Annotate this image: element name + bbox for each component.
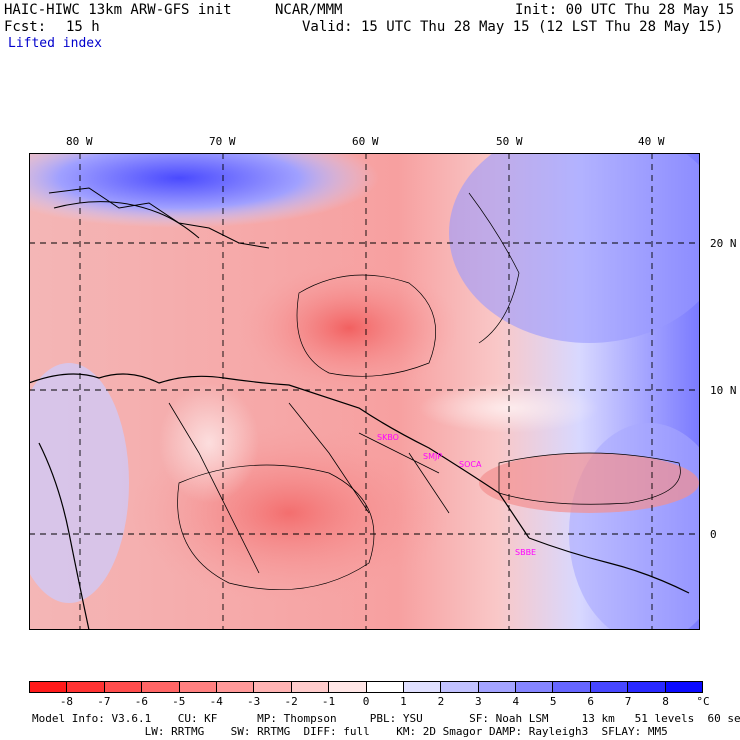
colorbar-swatch xyxy=(328,682,366,692)
colorbar-tick-label: 1 xyxy=(400,695,407,708)
neutral-region-andes xyxy=(159,383,259,503)
colorbar-tick-label: 7 xyxy=(624,695,632,708)
coastline-south-america-north xyxy=(29,373,530,539)
colorbar-swatch xyxy=(103,682,142,692)
colorbar-swatch xyxy=(365,682,403,692)
valid-time: Valid: 15 UTC Thu 28 May 15 (12 LST Thu … xyxy=(302,19,724,35)
lat-label-10n: 10 N xyxy=(710,384,737,397)
coastline-south-america-west xyxy=(38,442,90,630)
init-time: Init: 00 UTC Thu 28 May 15 xyxy=(515,2,735,18)
colorbar-tick-label: 0 xyxy=(362,695,370,708)
stable-region-north xyxy=(29,153,379,228)
contour-minus2-amazon xyxy=(177,464,375,590)
colorbar-tick-label: -5 xyxy=(172,695,186,708)
graticule xyxy=(29,153,700,630)
colorbar-tick-label: -7 xyxy=(97,695,111,708)
unstable-core-central xyxy=(239,263,459,393)
contour-minus2-atlantic xyxy=(498,452,681,505)
site-label-smjp: SMJP xyxy=(423,452,442,461)
model-title: HAIC-HIWC 13km ARW-GFS init xyxy=(4,2,232,18)
lat-label-20n: 20 N xyxy=(710,237,737,250)
lon-label-60w: 60 W xyxy=(352,135,379,148)
coastline-cuba xyxy=(53,201,200,239)
colorbar-swatch xyxy=(589,682,628,692)
colorbar-swatch xyxy=(402,682,441,692)
unstable-band-east xyxy=(479,453,699,513)
lat-label-eq: 0 xyxy=(710,528,717,541)
colorbar-tick-label: -4 xyxy=(209,695,223,708)
colorbar-swatch xyxy=(141,682,179,692)
colorbar-tick-label: 3 xyxy=(475,695,482,708)
site-label-sbbe: SBBE xyxy=(515,548,536,557)
lon-label-70w: 70 W xyxy=(209,135,236,148)
colorbar-tick-label: 8 xyxy=(662,695,669,708)
colorbar xyxy=(29,681,703,693)
colorbar-tick-label: -2 xyxy=(284,695,298,708)
stable-region-northeast xyxy=(449,153,700,343)
colorbar-swatch xyxy=(440,682,478,692)
colorbar-tick-label: 6 xyxy=(587,695,594,708)
colorbar-tick-label: 5 xyxy=(549,695,557,708)
colorbar-tick-label: 4 xyxy=(512,695,520,708)
colorbar-swatch xyxy=(290,682,329,692)
colorbar-swatch xyxy=(552,682,590,692)
colorbar-swatch xyxy=(627,682,665,692)
colorbar-swatch xyxy=(30,682,67,692)
colorbar-swatch xyxy=(253,682,291,692)
map-frame xyxy=(29,153,700,630)
lon-label-80w: 80 W xyxy=(66,135,93,148)
forecast-label: Fcst: xyxy=(4,19,47,35)
colorbar-swatch xyxy=(178,682,216,692)
model-info-line1: Model Info: V3.6.1 CU: KF MP: Thompson P… xyxy=(32,712,740,725)
colorbar-unit: °C xyxy=(696,695,710,708)
lon-label-50w: 50 W xyxy=(496,135,523,148)
colorbar-tick-label: -3 xyxy=(247,695,261,708)
colorbar-swatch xyxy=(66,682,104,692)
border-lines xyxy=(168,402,450,574)
colorbar-tick-label: -8 xyxy=(59,695,74,708)
colorbar-swatch xyxy=(664,682,703,692)
site-label-skbo: SKBO xyxy=(377,433,399,442)
coastline-brazil-east xyxy=(528,537,690,594)
organization-label: NCAR/MMM xyxy=(275,2,343,18)
colorbar-swatch xyxy=(477,682,516,692)
contour-minus2-east xyxy=(468,192,520,344)
coastline-caribbean-islands xyxy=(48,187,270,249)
colorbar-tick-label: -1 xyxy=(321,695,336,708)
stable-region-west xyxy=(29,363,129,603)
colorbar-swatch xyxy=(215,682,254,692)
site-label-soca: SOCA xyxy=(459,460,482,469)
colorbar-tick-label: -6 xyxy=(134,695,148,708)
colorbar-swatch xyxy=(515,682,553,692)
forecast-hour: 15 h xyxy=(66,19,100,35)
lifted-index-map: SKBO SMJP SOCA SBBE xyxy=(29,153,700,630)
field-name: Lifted index xyxy=(8,36,102,51)
model-info-line2: LW: RRTMG SW: RRTMG DIFF: full KM: 2D Sm… xyxy=(32,725,668,738)
contour-minus2-central xyxy=(296,274,436,377)
lon-label-40w: 40 W xyxy=(638,135,665,148)
colorbar-tick-label: 2 xyxy=(437,695,445,708)
